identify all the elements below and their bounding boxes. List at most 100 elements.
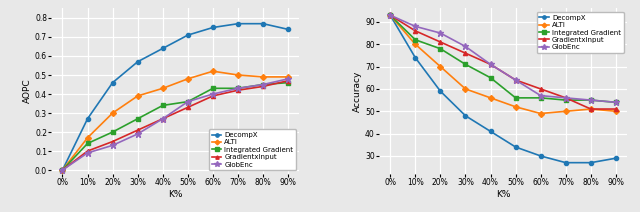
ALTI [134,95,141,97]
ALTI [512,106,520,108]
DecompX [209,26,217,29]
Integrated Gradient [412,39,419,41]
Line: GradientxInput: GradientxInput [388,13,618,111]
GradientxInput [562,97,570,99]
Integrated Gradient [387,14,394,17]
GlobEnc [234,87,242,90]
Line: ALTI: ALTI [60,69,291,172]
ALTI [612,110,620,113]
GradientxInput [412,29,419,32]
DecompX [461,114,469,117]
GlobEnc [259,83,267,86]
GlobEnc [84,152,92,154]
Integrated Gradient [59,169,67,171]
DecompX [134,60,141,63]
ALTI [259,76,267,78]
DecompX [562,161,570,164]
Line: GlobEnc: GlobEnc [387,12,620,106]
Integrated Gradient [436,47,444,50]
GradientxInput [612,108,620,110]
DecompX [159,47,166,50]
GradientxInput [209,95,217,97]
Line: DecompX: DecompX [60,22,291,172]
DecompX [412,56,419,59]
GradientxInput [436,41,444,43]
GradientxInput [59,169,67,171]
Integrated Gradient [512,97,520,99]
DecompX [109,81,116,84]
GlobEnc [184,100,192,103]
GradientxInput [537,88,545,90]
ALTI [284,76,292,78]
Integrated Gradient [562,99,570,101]
GradientxInput [486,63,494,66]
DecompX [486,130,494,133]
Integrated Gradient [587,99,595,101]
GlobEnc [387,14,394,17]
DecompX [59,169,67,171]
ALTI [109,112,116,114]
Integrated Gradient [109,131,116,133]
ALTI [461,88,469,90]
GradientxInput [587,108,595,110]
DecompX [259,22,267,25]
GlobEnc [612,101,620,104]
GlobEnc [436,32,444,34]
ALTI [387,14,394,17]
Line: Integrated Gradient: Integrated Gradient [60,81,291,172]
ALTI [184,78,192,80]
GlobEnc [159,117,166,120]
Line: DecompX: DecompX [388,13,618,165]
ALTI [486,97,494,99]
ALTI [537,112,545,115]
X-axis label: K%: K% [496,190,510,199]
Integrated Gradient [461,63,469,66]
DecompX [184,34,192,36]
GradientxInput [109,140,116,143]
GradientxInput [234,89,242,92]
GlobEnc [109,144,116,147]
ALTI [234,74,242,76]
GlobEnc [284,78,292,80]
Line: GlobEnc: GlobEnc [59,75,292,173]
GlobEnc [134,133,141,135]
GradientxInput [387,14,394,17]
Integrated Gradient [612,101,620,104]
GlobEnc [486,63,494,66]
GlobEnc [587,99,595,101]
GradientxInput [284,80,292,82]
Y-axis label: AOPC: AOPC [23,79,32,103]
Integrated Gradient [159,104,166,107]
DecompX [612,157,620,159]
DecompX [587,161,595,164]
Integrated Gradient [486,77,494,79]
Integrated Gradient [184,100,192,103]
DecompX [512,146,520,148]
DecompX [284,28,292,31]
Integrated Gradient [537,97,545,99]
Integrated Gradient [209,87,217,90]
GlobEnc [412,25,419,28]
Integrated Gradient [134,117,141,120]
GlobEnc [512,79,520,81]
DecompX [387,14,394,17]
GradientxInput [84,150,92,152]
Line: ALTI: ALTI [388,13,618,116]
Legend: DecompX, ALTI, Integrated Gradient, GradientxInput, GlobEnc: DecompX, ALTI, Integrated Gradient, Grad… [537,12,624,53]
GlobEnc [59,169,67,171]
GradientxInput [461,52,469,54]
ALTI [159,87,166,90]
ALTI [587,108,595,110]
Legend: DecompX, ALTI, Integrated Gradient, GradientxInput, GlobEnc: DecompX, ALTI, Integrated Gradient, Grad… [209,129,296,170]
Line: GradientxInput: GradientxInput [60,79,291,172]
DecompX [436,90,444,92]
DecompX [84,117,92,120]
GradientxInput [134,129,141,131]
GradientxInput [512,79,520,81]
GlobEnc [209,93,217,95]
GradientxInput [159,117,166,120]
ALTI [59,169,67,171]
GradientxInput [184,106,192,109]
Line: Integrated Gradient: Integrated Gradient [388,13,618,105]
Integrated Gradient [84,142,92,145]
